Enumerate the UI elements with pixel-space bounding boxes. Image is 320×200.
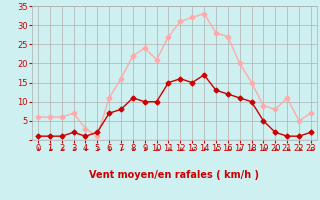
X-axis label: Vent moyen/en rafales ( km/h ): Vent moyen/en rafales ( km/h ) [89,170,260,180]
